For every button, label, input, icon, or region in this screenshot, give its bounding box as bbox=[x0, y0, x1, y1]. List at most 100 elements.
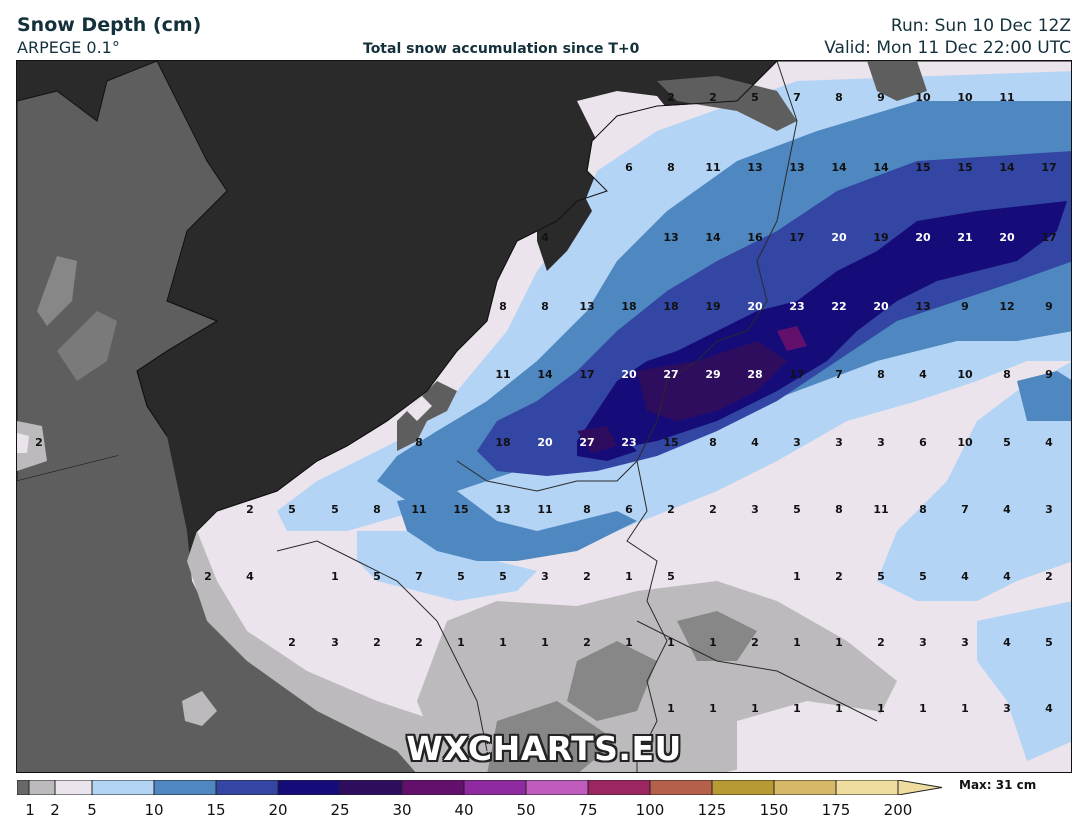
max-value-label: Max: 31 cm bbox=[959, 778, 1037, 792]
snow-value-label: 2 bbox=[288, 636, 296, 649]
snow-value-label: 15 bbox=[915, 161, 930, 174]
snow-value-label: 1 bbox=[835, 636, 843, 649]
snow-value-label: 6 bbox=[919, 436, 927, 449]
snow-value-label: 2 bbox=[35, 436, 43, 449]
germany-dark-grey bbox=[567, 641, 657, 721]
snow-value-label: 18 bbox=[621, 300, 636, 313]
snow-value-label: 27 bbox=[579, 436, 594, 449]
germany-grey-dark-sw bbox=[487, 701, 617, 772]
snow-value-label: 8 bbox=[919, 503, 927, 516]
snow-value-label: 2 bbox=[667, 91, 675, 104]
snow-value-label: 8 bbox=[667, 161, 675, 174]
snow-value-label: 8 bbox=[583, 503, 591, 516]
snow-value-label: 2 bbox=[373, 636, 381, 649]
chart-title: Snow Depth (cm) bbox=[17, 14, 202, 36]
snow-band-30cm bbox=[777, 326, 807, 351]
snow-value-label: 14 bbox=[705, 231, 721, 244]
snow-value-label: 17 bbox=[789, 368, 804, 381]
snow-value-label: 20 bbox=[831, 231, 847, 244]
snow-value-label: 21 bbox=[957, 231, 972, 244]
snow-value-label: 1 bbox=[667, 702, 675, 715]
snow-value-label: 17 bbox=[1041, 231, 1056, 244]
snow-value-label: 1 bbox=[835, 702, 843, 715]
snow-value-label: 7 bbox=[835, 368, 843, 381]
snow-value-label: 3 bbox=[961, 636, 969, 649]
snow-value-label: 14 bbox=[537, 368, 553, 381]
snow-value-label: 6 bbox=[625, 503, 633, 516]
zeeland-land bbox=[407, 396, 432, 421]
snow-value-label: 15 bbox=[453, 503, 468, 516]
snow-value-label: 4 bbox=[751, 436, 759, 449]
legend-tick-label: 25 bbox=[330, 801, 350, 819]
snow-value-label: 8 bbox=[373, 503, 381, 516]
legend-tick-label: 125 bbox=[697, 801, 727, 819]
england-edge-white bbox=[17, 433, 29, 453]
snow-band-10cm-east bbox=[1017, 371, 1071, 421]
snow-value-label: 1 bbox=[625, 636, 633, 649]
legend-swatch bbox=[17, 780, 30, 795]
snow-value-label: 22 bbox=[831, 300, 846, 313]
snow-value-label: 27 bbox=[663, 368, 678, 381]
snow-value-label: 11 bbox=[705, 161, 720, 174]
snow-band-5cm-east bbox=[877, 362, 1071, 601]
england-light-patch-2 bbox=[57, 311, 117, 381]
snow-value-label: 2 bbox=[877, 636, 885, 649]
england-light-patch bbox=[37, 256, 77, 326]
legend-swatch bbox=[91, 780, 155, 795]
snow-value-label: 10 bbox=[957, 91, 973, 104]
snow-value-label: 8 bbox=[541, 300, 549, 313]
snow-value-label: 8 bbox=[499, 300, 507, 313]
snow-value-label: 14 bbox=[831, 161, 847, 174]
color-legend bbox=[17, 780, 943, 795]
legend-tick-label: 20 bbox=[268, 801, 288, 819]
model-label: ARPEGE 0.1° bbox=[17, 38, 120, 57]
legend-swatch bbox=[277, 780, 341, 795]
snow-value-label: 1 bbox=[499, 636, 507, 649]
snow-value-label: 29 bbox=[705, 368, 720, 381]
frisian-coast bbox=[577, 91, 677, 141]
snow-value-label: 19 bbox=[705, 300, 720, 313]
borders bbox=[276, 61, 878, 772]
snow-value-label: 5 bbox=[499, 570, 507, 583]
legend-swatch bbox=[711, 780, 775, 795]
snow-value-label: 18 bbox=[495, 436, 510, 449]
snow-value-label: 20 bbox=[999, 231, 1015, 244]
snow-value-label: 20 bbox=[747, 300, 763, 313]
watermark: WXCHARTS.EU bbox=[406, 729, 682, 768]
snow-value-label: 15 bbox=[957, 161, 972, 174]
snow-band-10cm-sw bbox=[397, 491, 637, 561]
snow-value-label: 1 bbox=[667, 636, 675, 649]
legend-swatch bbox=[773, 780, 837, 795]
snow-value-label: 1 bbox=[625, 570, 633, 583]
legend-swatch bbox=[835, 780, 899, 795]
snow-band-5cm-se bbox=[977, 601, 1071, 761]
snow-value-label: 9 bbox=[1045, 300, 1053, 313]
legend-tick-label: 40 bbox=[454, 801, 474, 819]
legend-swatch bbox=[401, 780, 465, 795]
snow-value-label: 13 bbox=[915, 300, 930, 313]
legend-tick-label: 150 bbox=[759, 801, 789, 819]
snow-value-label: 7 bbox=[961, 503, 969, 516]
snow-value-label: 18 bbox=[663, 300, 678, 313]
snow-value-label: 4 bbox=[1045, 436, 1053, 449]
snow-value-label: 19 bbox=[873, 231, 888, 244]
snow-value-label: 2 bbox=[709, 503, 717, 516]
legend-tick-label: 175 bbox=[821, 801, 851, 819]
zeeland-water bbox=[397, 381, 457, 451]
snow-value-label: 9 bbox=[1045, 368, 1053, 381]
snow-value-label: 17 bbox=[579, 368, 594, 381]
snow-value-label: 8 bbox=[835, 503, 843, 516]
snow-value-label: 5 bbox=[667, 570, 675, 583]
legend-swatch bbox=[28, 780, 56, 795]
snow-value-label: 2 bbox=[709, 91, 717, 104]
snow-value-label: 15 bbox=[663, 436, 678, 449]
snow-value-label: 3 bbox=[793, 436, 801, 449]
snow-value-label: 13 bbox=[579, 300, 594, 313]
snow-value-label: 28 bbox=[747, 368, 762, 381]
snow-value-label: 4 bbox=[246, 570, 254, 583]
snow-value-label: 2 bbox=[583, 636, 591, 649]
snow-value-label: 17 bbox=[789, 231, 804, 244]
snow-value-label: 4 bbox=[919, 368, 927, 381]
snow-value-label: 13 bbox=[789, 161, 804, 174]
snow-value-label: 23 bbox=[621, 436, 636, 449]
